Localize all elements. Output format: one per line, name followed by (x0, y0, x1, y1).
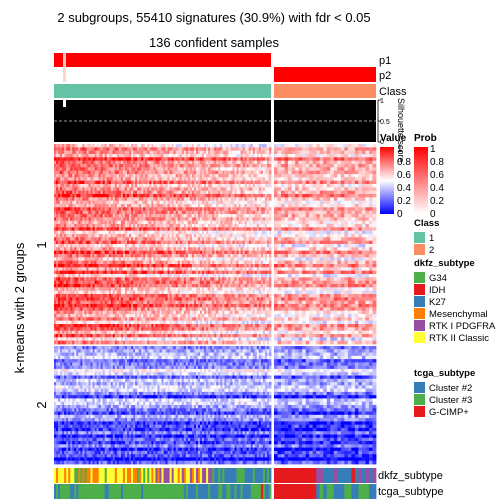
value-colorbar (380, 147, 394, 214)
dkfz-subtype-track-group2 (274, 468, 377, 483)
tcga-subtype-track-label: tcga_subtype (378, 486, 443, 498)
silhouette-tick-label: 1 (380, 98, 384, 105)
prob-legend: Prob 1 0.8 0.6 0.4 0.2 0 (414, 133, 444, 220)
p2-label: p2 (379, 70, 391, 82)
silhouette-annotation: 1 0.5 0 Silhouette score (54, 98, 406, 163)
dkfz-subtype-legend-label: IDH (429, 285, 446, 296)
heatmap-panel-group2-heatmap-rows-group1 (274, 144, 377, 345)
p2-track-group1 (54, 67, 271, 82)
class-track-group1 (54, 84, 271, 98)
prob-legend-tick: 0.2 (430, 196, 444, 207)
chart-subtitle: 136 confident samples (149, 35, 280, 50)
dkfz-subtype-legend-swatch (414, 272, 425, 283)
value-legend-title: Value (380, 133, 407, 144)
value-legend-tick: 0.8 (397, 157, 411, 168)
y-axis-label: k-means with 2 groups (12, 242, 27, 373)
tcga-subtype-legend-swatch (414, 406, 425, 417)
prob-legend-tick: 0.8 (430, 157, 444, 168)
dkfz-subtype-track-group1 (54, 468, 272, 483)
value-legend-tick: 1 (397, 144, 403, 155)
dkfz-subtype-legend-swatch (414, 308, 425, 319)
p2-track-group2 (274, 67, 376, 82)
class-legend-swatch (414, 232, 425, 243)
value-legend-tick: 0.2 (397, 196, 411, 207)
prob-legend-tick: 0.6 (430, 170, 444, 181)
dkfz-subtype-legend-label: K27 (429, 297, 446, 308)
prob-colorbar (414, 147, 428, 214)
value-legend: Value 1 0.8 0.6 0.4 0.2 0 (380, 133, 411, 220)
prob-legend-tick: 0.4 (430, 183, 444, 194)
value-legend-tick: 0.6 (397, 170, 411, 181)
bottom-annotations (54, 468, 377, 499)
tcga-subtype-legend-swatch (414, 394, 425, 405)
p2-annotation (54, 67, 376, 82)
p2-track-low-sample (63, 67, 66, 82)
tcga-subtype-legend-label: Cluster #2 (429, 383, 472, 394)
tcga-subtype-legend-label: Cluster #3 (429, 395, 472, 406)
class-legend-label: 1 (429, 233, 434, 244)
chart-title: 2 subgroups, 55410 signatures (30.9%) wi… (57, 10, 370, 25)
prob-legend-tick: 1 (430, 144, 436, 155)
silhouette-low-sample (63, 100, 66, 107)
row-group-label-1: 1 (34, 241, 49, 248)
value-legend-tick: 0 (397, 209, 403, 220)
prob-legend-title: Prob (414, 133, 437, 144)
dkfz-subtype-legend-label: RTK II Classic (429, 333, 489, 344)
p1-track-group1 (54, 53, 271, 68)
tcga-subtype-track-group2 (274, 484, 377, 499)
heatmap-panel-group2-heatmap-rows-group2 (274, 346, 377, 465)
silhouette-tick-label: 0 (380, 139, 384, 146)
row-group-label-2: 2 (34, 401, 49, 408)
silhouette-tick-label: 0.5 (380, 119, 390, 126)
class-legend-title: Class (414, 218, 439, 229)
heatmap-panel-group1-heatmap-rows-group1 (54, 144, 272, 345)
class-annotation (54, 84, 376, 98)
p1-annotation (54, 53, 376, 68)
dkfz-subtype-legend-swatch (414, 296, 425, 307)
silhouette-label: Silhouette score (396, 98, 406, 163)
class-track-group2 (274, 84, 376, 98)
dkfz-subtype-legend-swatch (414, 332, 425, 343)
dkfz-subtype-track-label: dkfz_subtype (378, 470, 443, 482)
p1-label: p1 (379, 55, 391, 67)
dkfz-subtype-legend-swatch (414, 284, 425, 295)
class-label: Class (379, 86, 407, 98)
dkfz-subtype-legend-swatch (414, 320, 425, 331)
dkfz-subtype-legend-label: G34 (429, 273, 447, 284)
dkfz-subtype-legend-title: dkfz_subtype (414, 258, 475, 269)
p1-track-low-sample (63, 53, 66, 68)
heatmap-body (54, 144, 377, 465)
p1-track-group2 (274, 53, 376, 68)
tcga-subtype-legend-title: tcga_subtype (414, 368, 475, 379)
heatmap-panel-group1-heatmap-rows-group2 (54, 346, 272, 465)
dkfz-subtype-legend-label: RTK I PDGFRA (429, 321, 496, 332)
tcga-subtype-legend-label: G-CIMP+ (429, 407, 469, 418)
tcga-subtype-legend-swatch (414, 382, 425, 393)
class-legend-label: 2 (429, 245, 434, 256)
class-legend-swatch (414, 244, 425, 255)
tcga-subtype-track-group1 (54, 484, 272, 499)
categorical-legends: Class12dkfz_subtypeG34IDHK27MesenchymalR… (414, 218, 496, 418)
dkfz-subtype-legend-label: Mesenchymal (429, 309, 488, 320)
value-legend-tick: 0.4 (397, 183, 411, 194)
prob-legend-tick: 0 (430, 209, 436, 220)
